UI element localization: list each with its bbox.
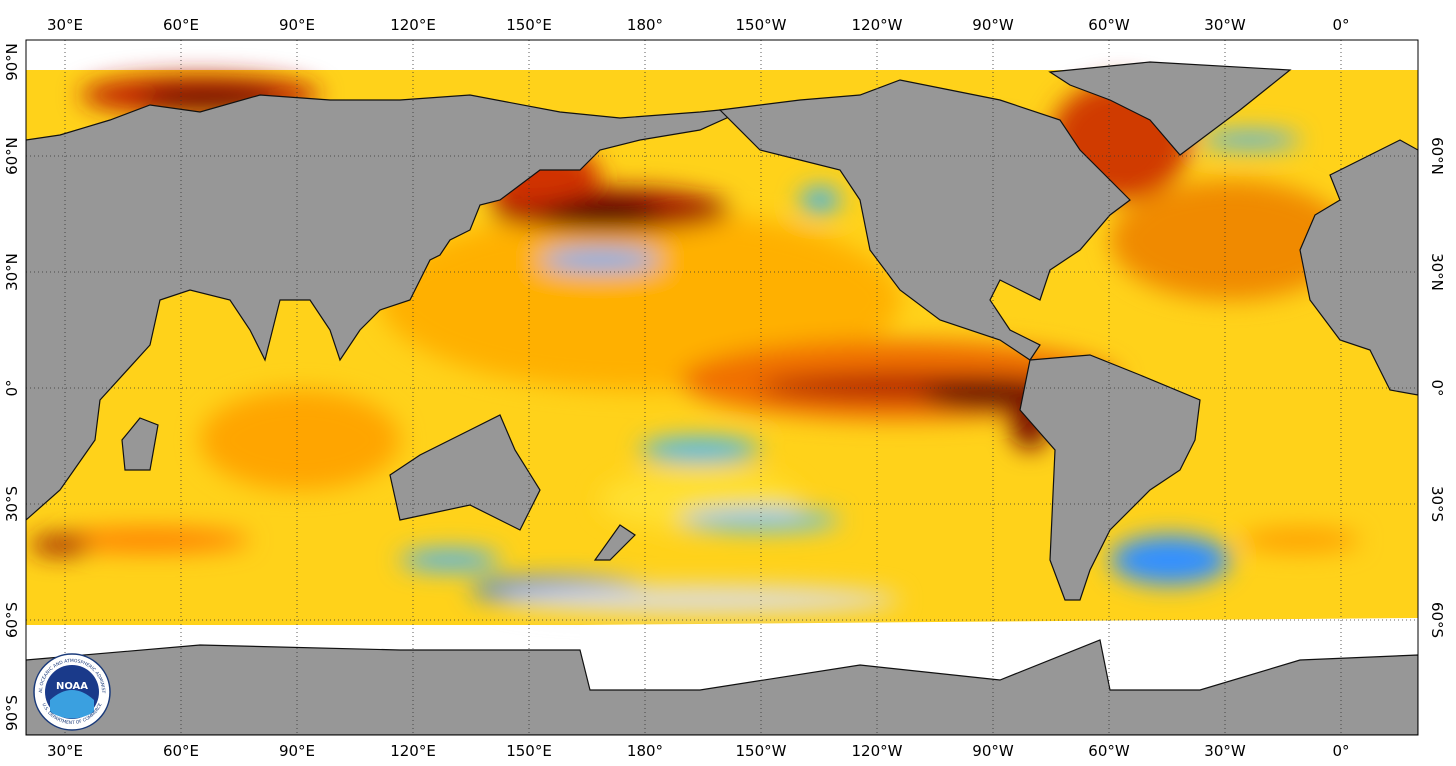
lat-label-right: 60°S <box>1428 602 1446 638</box>
lat-label-left: 30°N <box>3 253 21 291</box>
lon-label-bottom: 30°E <box>47 742 83 760</box>
lat-label-left: 60°N <box>3 137 21 175</box>
greenland <box>1048 61 1292 156</box>
lon-label-top: 150°W <box>736 16 787 34</box>
lon-label-bottom: 0° <box>1332 742 1349 760</box>
lat-label-right: 30°S <box>1428 486 1446 522</box>
lon-label-bottom: 60°W <box>1088 742 1130 760</box>
logo-text: NOAA <box>56 681 88 692</box>
lon-label-bottom: 30°W <box>1204 742 1246 760</box>
lon-label-top: 60°W <box>1088 16 1130 34</box>
lon-label-bottom: 90°E <box>279 742 315 760</box>
lon-label-bottom: 60°E <box>163 742 199 760</box>
lon-label-bottom: 150°E <box>506 742 552 760</box>
lon-label-top: 30°E <box>47 16 83 34</box>
lat-label-right: 60°N <box>1428 137 1446 175</box>
graticule <box>26 40 1418 735</box>
lon-label-bottom: 150°W <box>736 742 787 760</box>
north-america <box>718 79 1131 361</box>
lon-label-bottom: 120°W <box>852 742 903 760</box>
lat-label-left: 60°S <box>3 602 21 638</box>
map-body <box>26 40 1418 735</box>
new-zealand <box>593 524 636 561</box>
lon-label-bottom: 90°W <box>972 742 1014 760</box>
lat-label-left: 30°S <box>3 486 21 522</box>
south-america <box>1019 354 1201 601</box>
lon-label-top: 60°E <box>163 16 199 34</box>
antarctica <box>26 639 1418 735</box>
madagascar <box>121 417 159 471</box>
lat-label-left: 90°N <box>3 43 21 81</box>
lon-label-top: 180° <box>627 16 663 34</box>
australia <box>389 414 541 531</box>
map-frame <box>25 39 1419 736</box>
lon-label-bottom: 120°E <box>390 742 436 760</box>
lon-label-top: 90°E <box>279 16 315 34</box>
lat-label-right: 0° <box>1428 379 1446 396</box>
eurasia-africa <box>26 94 743 521</box>
lon-label-top: 0° <box>1332 16 1349 34</box>
lon-label-top: 90°W <box>972 16 1014 34</box>
logo-wave <box>50 690 94 719</box>
lon-label-bottom: 180° <box>627 742 663 760</box>
lon-label-top: 120°E <box>390 16 436 34</box>
lon-label-top: 120°W <box>852 16 903 34</box>
lon-label-top: 150°E <box>506 16 552 34</box>
lat-label-right: 30°N <box>1428 253 1446 291</box>
lat-label-left: 0° <box>3 379 21 396</box>
lat-label-left: 90°S <box>3 695 21 731</box>
lon-label-top: 30°W <box>1204 16 1246 34</box>
sea-ice <box>580 618 1418 690</box>
europe-africa-east <box>1299 139 1418 396</box>
